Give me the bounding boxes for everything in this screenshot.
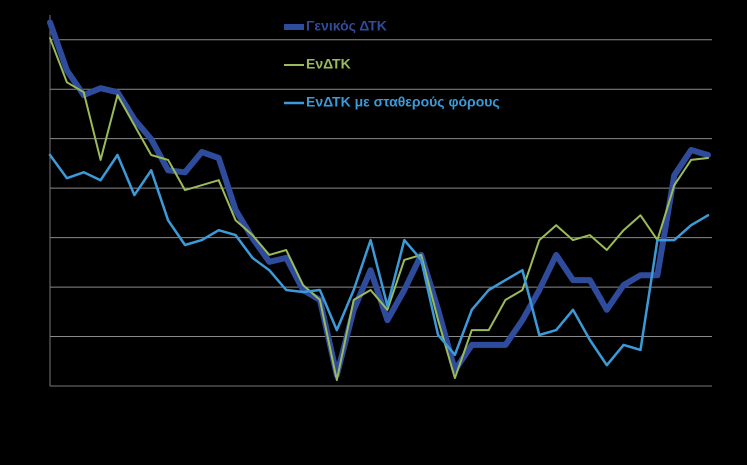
series-line xyxy=(47,19,711,379)
y-tick-label: 5 xyxy=(34,129,42,145)
y-tick-label: 7 xyxy=(34,30,42,46)
legend-label: Γενικός ΔΤΚ xyxy=(306,18,387,34)
y-tick-label: 4 xyxy=(34,179,42,195)
y-tick-label: 1 xyxy=(34,327,42,343)
series-line xyxy=(49,37,709,382)
y-tick-label: 0 xyxy=(34,377,42,393)
y-tick-label: 2 xyxy=(34,278,42,294)
series-line xyxy=(48,153,710,367)
legend-label: ΕνΔΤΚ xyxy=(306,56,351,72)
y-tick-label: 6 xyxy=(34,80,42,96)
legend-label: ΕνΔΤΚ με σταθερούς φόρους xyxy=(306,94,500,110)
y-tick-label: 3 xyxy=(34,228,42,244)
